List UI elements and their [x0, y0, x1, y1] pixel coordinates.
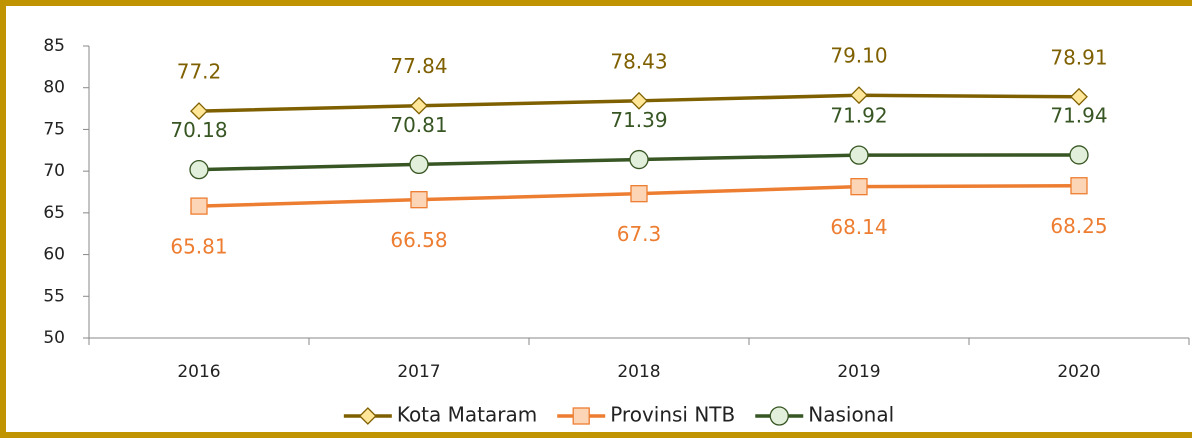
value-label: 67.3: [617, 222, 662, 246]
value-label: 71.39: [610, 108, 667, 132]
point: [410, 191, 428, 209]
y-tick-label: 70: [43, 161, 65, 181]
point: [1069, 145, 1089, 165]
value-label: 68.14: [830, 215, 887, 239]
y-tick-label: 65: [43, 203, 65, 223]
value-label: 65.81: [170, 235, 227, 259]
y-tick-label: 55: [43, 286, 65, 306]
point: [849, 145, 869, 165]
legend-label: Kota Mataram: [397, 403, 537, 427]
value-label: 78.91: [1050, 45, 1107, 69]
point: [630, 185, 648, 203]
legend-label: Provinsi NTB: [610, 403, 735, 427]
value-label: 79.10: [830, 44, 887, 68]
point: [190, 197, 208, 215]
point: [629, 149, 649, 170]
point: [1070, 177, 1088, 195]
point: [850, 178, 868, 196]
x-tick-label: 2018: [617, 362, 660, 382]
y-tick-label: 60: [43, 245, 65, 265]
y-tick-label: 75: [43, 119, 65, 139]
legend-marker: [572, 407, 590, 425]
y-tick-label: 50: [43, 328, 65, 348]
point: [409, 154, 429, 175]
point: [189, 159, 209, 180]
x-tick-label: 2016: [177, 362, 220, 382]
y-tick-label: 80: [43, 78, 65, 98]
x-tick-label: 2019: [837, 362, 880, 382]
legend-label: Nasional: [808, 403, 894, 427]
value-label: 70.18: [170, 118, 227, 142]
value-label: 70.81: [390, 113, 447, 137]
value-label: 71.94: [1050, 103, 1107, 127]
y-tick-label: 85: [43, 36, 65, 56]
value-label: 68.25: [1050, 214, 1107, 238]
value-label: 77.2: [177, 60, 222, 84]
value-label: 77.84: [390, 54, 447, 78]
value-label: 78.43: [610, 49, 667, 73]
legend-marker: [358, 407, 377, 425]
value-label: 71.92: [830, 104, 887, 128]
x-tick-label: 2020: [1057, 362, 1100, 382]
x-tick-label: 2017: [397, 362, 440, 382]
point: [850, 86, 868, 105]
value-label: 66.58: [390, 228, 447, 252]
point: [1070, 87, 1088, 106]
point: [410, 96, 428, 115]
point: [190, 102, 208, 120]
point: [630, 91, 648, 110]
legend-marker: [769, 406, 789, 426]
